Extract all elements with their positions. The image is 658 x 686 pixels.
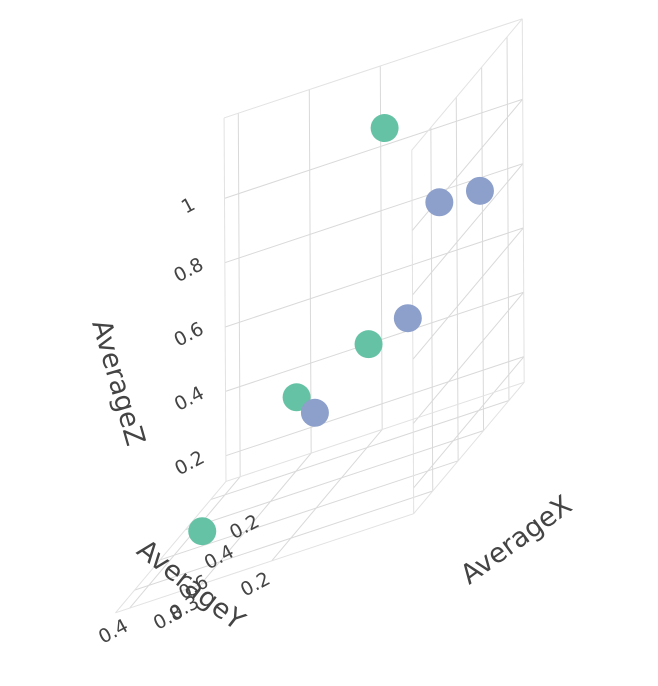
y-gridline — [237, 113, 241, 477]
z-gridline — [412, 163, 524, 296]
z-tick-label: 0.2 — [171, 446, 208, 480]
box-edge — [413, 381, 525, 515]
z-gridline — [225, 356, 525, 457]
x-gridline — [134, 490, 433, 591]
x-gridline — [455, 97, 459, 461]
x-tick-label: 0.4 — [201, 541, 238, 575]
data-point[interactable] — [370, 114, 399, 143]
box-edge — [225, 381, 525, 482]
box-edge — [115, 481, 227, 614]
z-gridline — [225, 227, 524, 328]
y-gridline — [308, 89, 312, 454]
grid — [115, 18, 525, 614]
x-gridline — [159, 460, 459, 561]
z-tick-label: 1 — [178, 193, 199, 218]
data-point[interactable] — [393, 304, 422, 333]
data-point[interactable] — [282, 383, 311, 412]
axis-titles: AverageX AverageY AverageZ — [85, 316, 578, 637]
data-point[interactable] — [188, 517, 217, 546]
z-gridline — [413, 356, 525, 489]
box-edge — [411, 18, 523, 151]
data-points — [188, 114, 494, 546]
y-tick-label: 0.2 — [237, 568, 274, 602]
box-edge — [115, 513, 414, 614]
z-tick-label: 0.6 — [170, 318, 207, 352]
y-gridline — [200, 452, 312, 585]
z-gridline — [412, 227, 524, 360]
z-axis-title: AverageZ — [85, 316, 150, 449]
y-gridline — [129, 476, 241, 609]
x-gridline — [481, 67, 485, 431]
x-tick-label: 0.2 — [226, 510, 263, 544]
y-tick-label: 0.4 — [95, 615, 132, 649]
z-gridline — [224, 98, 523, 199]
x-gridline — [506, 36, 510, 401]
x-gridline — [430, 127, 434, 492]
box-edge — [521, 18, 525, 383]
data-point[interactable] — [300, 398, 329, 427]
x-gridline — [185, 430, 484, 531]
x-gridline — [210, 399, 510, 501]
data-point[interactable] — [354, 330, 383, 359]
data-point[interactable] — [425, 188, 454, 217]
box-edge — [223, 117, 227, 482]
x-axis-title: AverageX — [455, 490, 578, 591]
box-edge — [223, 18, 523, 119]
z-gridline — [412, 291, 525, 424]
z-tick-label: 0.4 — [171, 382, 208, 416]
data-point[interactable] — [465, 176, 494, 205]
y-gridline — [271, 429, 383, 562]
z-tick-label: 0.8 — [170, 253, 207, 287]
box-edge — [411, 150, 415, 514]
